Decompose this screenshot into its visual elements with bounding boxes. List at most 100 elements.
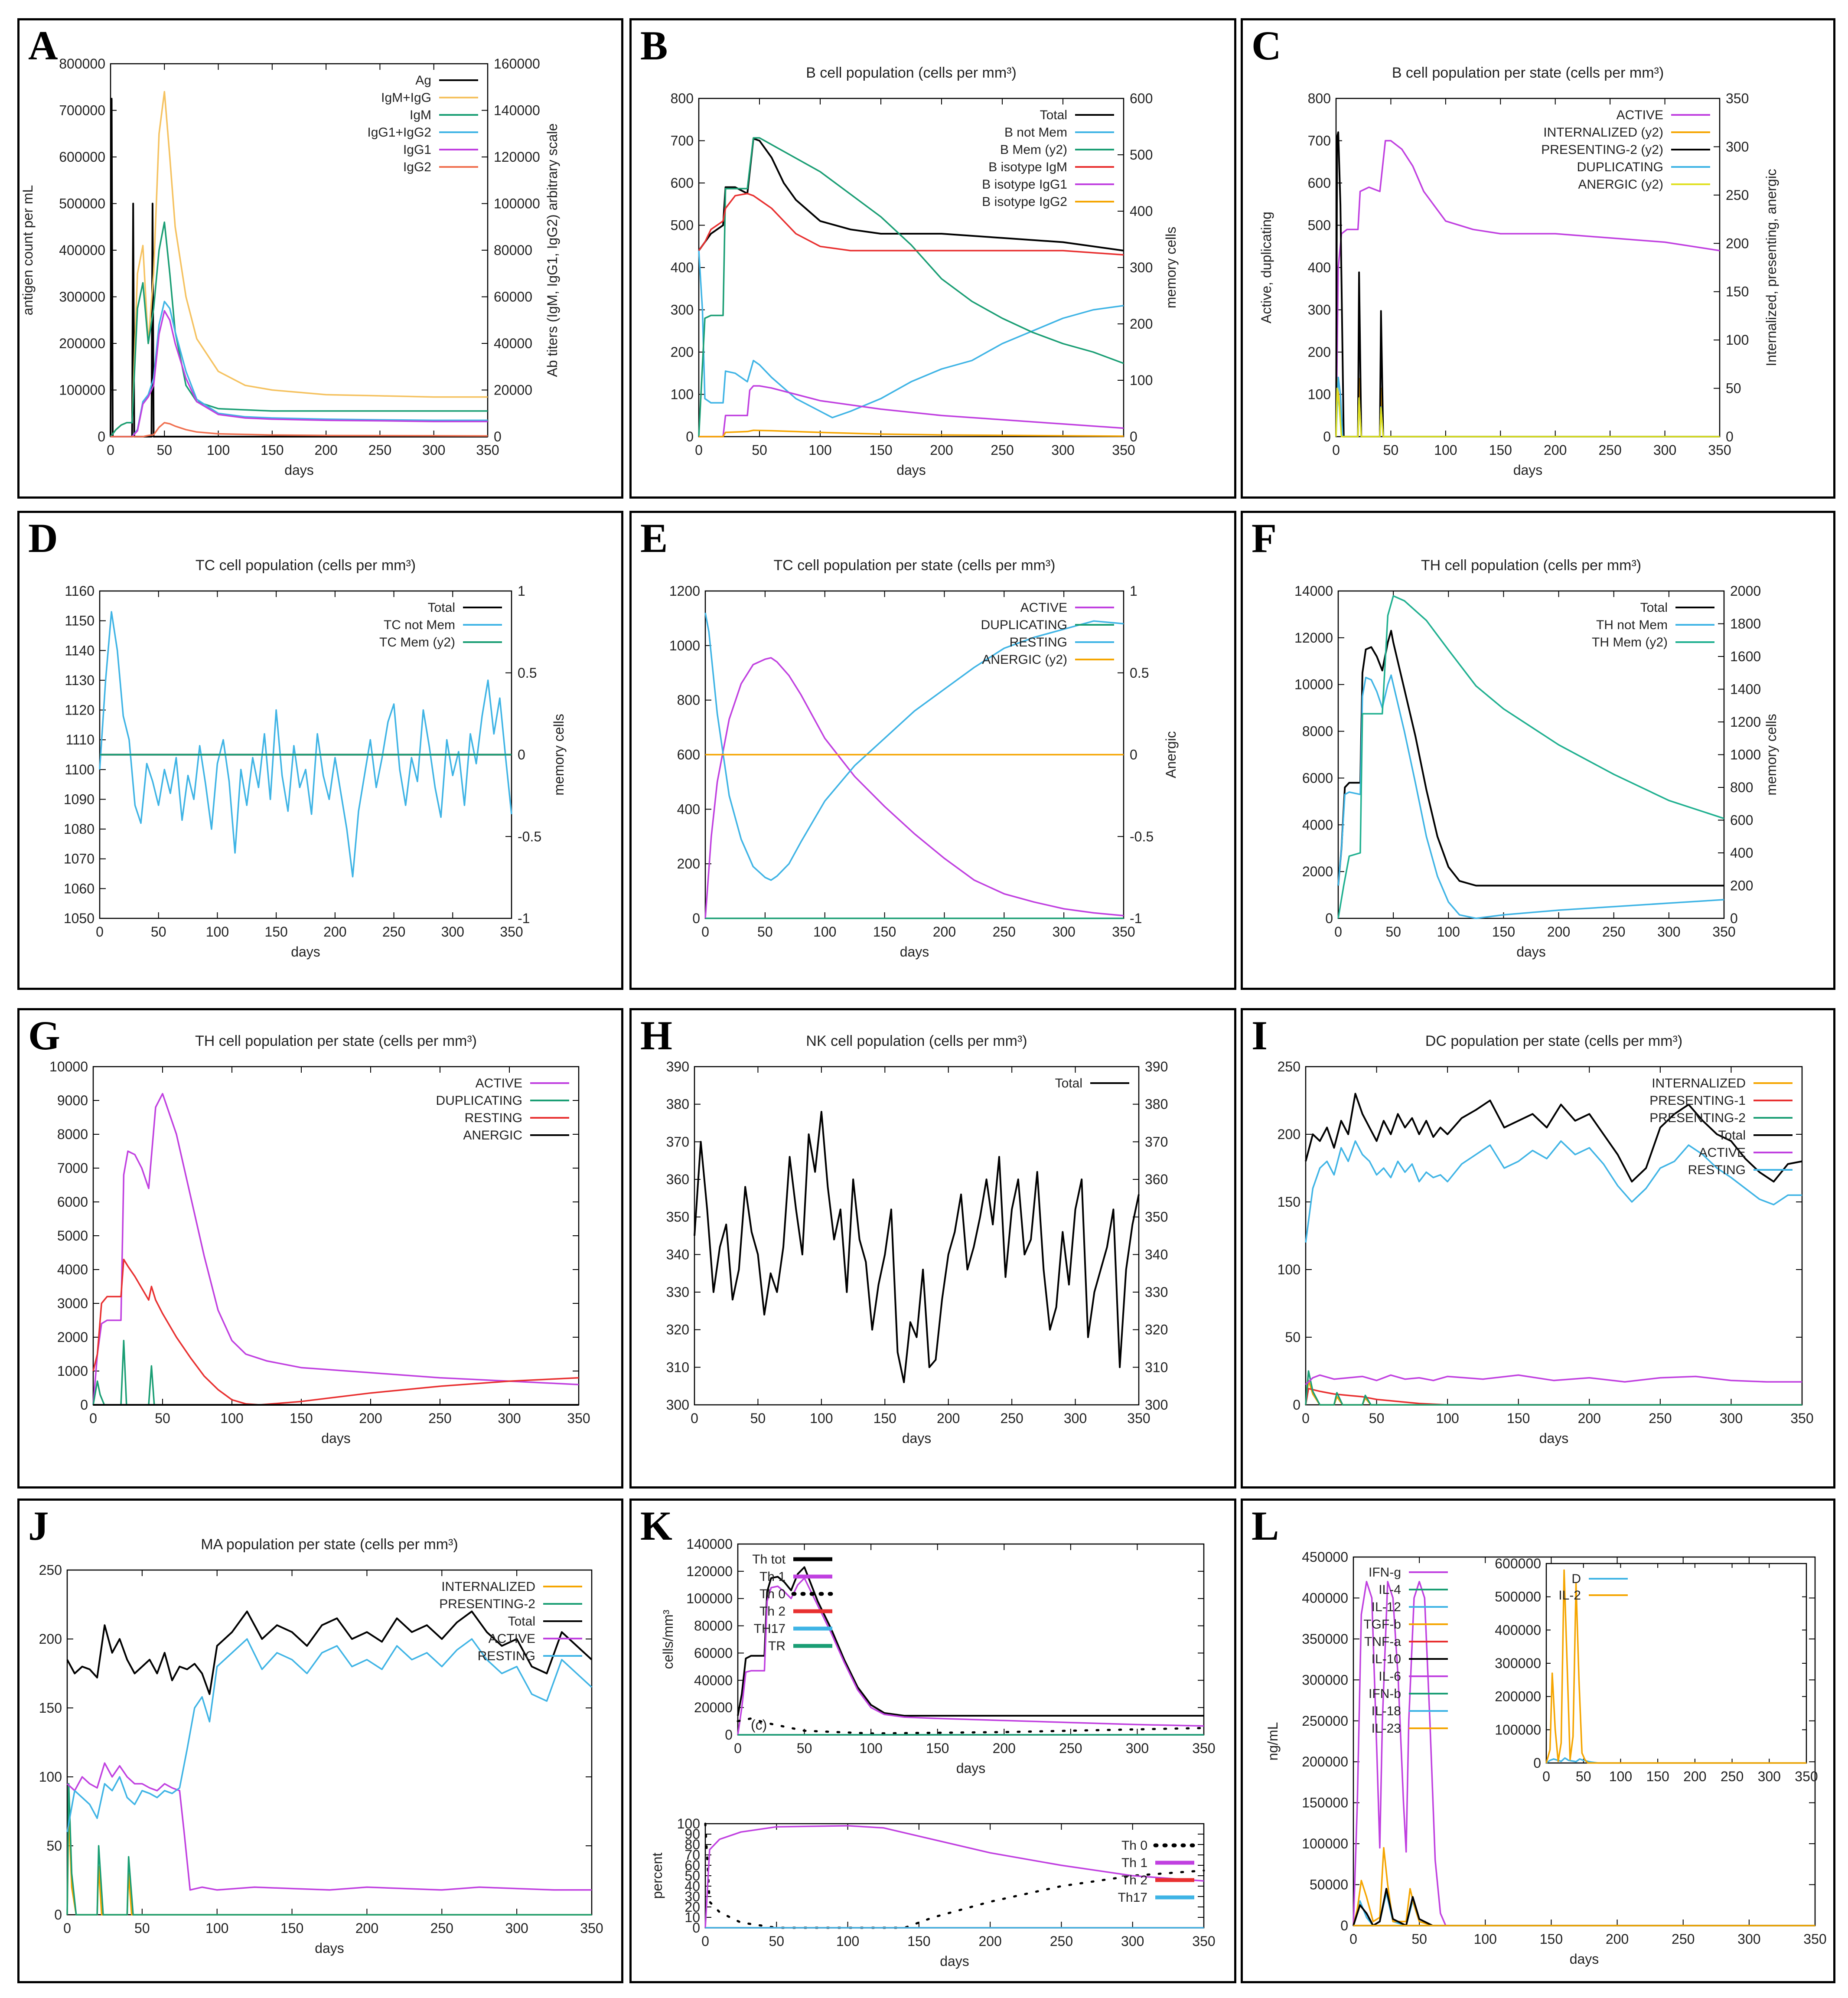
panel-J: 0 50 100 150 200 250 300 350 0 50 100 150 200 250 MA p… xyxy=(17,1498,623,1983)
x-tick-label: 100 xyxy=(808,442,831,458)
x-tick-label: 150 xyxy=(873,924,896,940)
plot-L-main: 0 50 100 150 200 250 300 350 0 50000 100000 150000 2… xyxy=(1252,1503,1827,1967)
y2-tick-label: 100 xyxy=(1726,332,1749,348)
y2-tick-label: 300 xyxy=(1726,139,1749,154)
legend-label: TGF-b xyxy=(1363,1617,1401,1632)
x-tick-label: 150 xyxy=(1492,924,1515,940)
y-tick-label: 70 xyxy=(684,1847,700,1863)
y-tick-label: 2000 xyxy=(1302,864,1333,879)
x-tick-label: 50 xyxy=(1411,1931,1427,1947)
panel-D: 0 50 100 150 200 250 300 350 1050 1060 1070 1080 109… xyxy=(17,511,623,990)
panel-letter-L: L xyxy=(1252,1503,1279,1549)
plot-frame-H xyxy=(694,1066,1140,1406)
chart-title: TH cell population (cells per mm³) xyxy=(1421,557,1641,574)
chart-title: TH cell population per state (cells per … xyxy=(195,1033,477,1049)
legend-label: IFN-g xyxy=(1369,1565,1401,1580)
y2-tick-label: -0.5 xyxy=(1130,829,1154,844)
legend-label: B isotype IgG1 xyxy=(982,177,1067,192)
x-axis-label: days xyxy=(315,1940,344,1956)
legend-label: Th tot xyxy=(752,1552,785,1567)
x-tick-label: 0 xyxy=(701,1933,709,1949)
series-line-anergic-y2- xyxy=(1335,387,1720,437)
x-tick-label: 0 xyxy=(701,924,709,940)
legend-label: DUPLICATING xyxy=(981,618,1067,632)
x-tick-label: 0 xyxy=(63,1920,71,1936)
legend-label: Total xyxy=(1040,108,1067,122)
y-tick-label: 390 xyxy=(666,1059,689,1074)
x-tick-label: 200 xyxy=(323,924,346,940)
x-tick-label: 350 xyxy=(476,442,499,458)
y-tick-label: 0 xyxy=(686,429,694,444)
x-tick-label: 300 xyxy=(1720,1410,1743,1426)
y2-tick-label: 200 xyxy=(1726,235,1749,251)
legend-label: IgG1 xyxy=(403,143,431,157)
x-tick-label: 150 xyxy=(264,924,287,940)
series-line-active xyxy=(66,1762,592,1891)
panel-letter-D: D xyxy=(28,515,58,561)
x-tick-label: 150 xyxy=(290,1410,313,1426)
y-tick-label: 800 xyxy=(671,91,694,106)
x-tick-label: 150 xyxy=(869,442,892,458)
y2-tick-label: 20000 xyxy=(494,382,532,398)
y2-tick-label: 1800 xyxy=(1730,616,1761,632)
legend-label: IgM xyxy=(410,108,431,122)
x-tick-label: 250 xyxy=(1000,1410,1023,1426)
y-tick-label: 1110 xyxy=(66,732,95,748)
x-tick-label: 0 xyxy=(89,1410,97,1426)
chart-title: TC cell population (cells per mm³) xyxy=(196,557,416,574)
y2-tick-label: 1000 xyxy=(1730,747,1761,763)
legend-label: IgM+IgG xyxy=(381,91,431,105)
plot-frame-K-top xyxy=(737,1543,1205,1736)
y-tick-label: 8000 xyxy=(1302,724,1333,739)
y-tick-label: 600 xyxy=(677,747,700,763)
y-tick-label: 4000 xyxy=(57,1262,88,1277)
legend-label: Th 1 xyxy=(759,1570,785,1584)
x-tick-label: 0 xyxy=(96,924,104,940)
x-tick-label: 100 xyxy=(836,1933,859,1949)
y2-tick-label: 330 xyxy=(1145,1284,1168,1300)
series-line-presenting-2 xyxy=(66,1783,592,1916)
x-tick-label: 150 xyxy=(261,442,284,458)
legend-label: ANERGIC (y2) xyxy=(1578,177,1663,192)
x-tick-label: 50 xyxy=(156,442,172,458)
series-line-tgf-b xyxy=(1353,1847,1815,1926)
chart-G: 0 50 100 150 200 250 300 350 0 1000 2000 3000 4000 50… xyxy=(28,1012,590,1446)
y-tick-label: 100 xyxy=(1278,1262,1300,1277)
y2-tick-label: 140000 xyxy=(494,103,540,118)
x-tick-label: 250 xyxy=(430,1920,453,1936)
x-tick-label: 350 xyxy=(1795,1769,1818,1784)
y2-tick-label: -0.5 xyxy=(518,829,541,844)
y-tick-label: 90 xyxy=(684,1826,700,1842)
x-tick-label: 0 xyxy=(695,442,703,458)
y-tick-label: 140000 xyxy=(686,1536,733,1552)
x-tick-label: 300 xyxy=(1051,442,1074,458)
legend-label: TH not Mem xyxy=(1596,618,1668,632)
y-tick-label: 200 xyxy=(39,1631,62,1647)
x-tick-label: 250 xyxy=(1050,1933,1073,1949)
x-tick-label: 350 xyxy=(1803,1931,1826,1947)
series-line-il-2 xyxy=(1545,1569,1806,1764)
y2-tick-label: 100000 xyxy=(494,196,540,212)
y-tick-label: 12000 xyxy=(1294,630,1333,646)
x-tick-label: 300 xyxy=(1657,924,1680,940)
series-line-b-isotype-igm xyxy=(698,193,1124,256)
y-tick-label: 300 xyxy=(1308,302,1331,318)
x-tick-label: 350 xyxy=(1192,1933,1215,1949)
x-tick-label: 0 xyxy=(691,1410,698,1426)
series-line-th-1 xyxy=(704,1825,1204,1928)
y2-tick-label: 200 xyxy=(1130,316,1153,332)
y-tick-label: 250 xyxy=(1278,1059,1300,1074)
y-tick-label: 100000 xyxy=(1302,1836,1348,1851)
plot-D: 0 50 100 150 200 250 300 350 1050 1060 1070 1080 109… xyxy=(28,515,567,960)
y-tick-label: 600 xyxy=(671,175,694,191)
y2-tick-label: 350 xyxy=(1145,1209,1168,1225)
y2-tick-label: 370 xyxy=(1145,1134,1168,1149)
panel-letter-B: B xyxy=(640,23,668,69)
y-tick-label: 1090 xyxy=(64,791,95,807)
y-tick-label: 6000 xyxy=(57,1194,88,1210)
series-line-th-mem-y2- xyxy=(1337,595,1724,919)
series-line-il-10 xyxy=(1353,1888,1815,1926)
x-axis-label: days xyxy=(900,944,929,960)
y2-tick-label: 600 xyxy=(1730,813,1753,828)
plot-K-bottom: 0 50 100 150 200 250 300 3500102030405060708090… xyxy=(649,1816,1216,1969)
